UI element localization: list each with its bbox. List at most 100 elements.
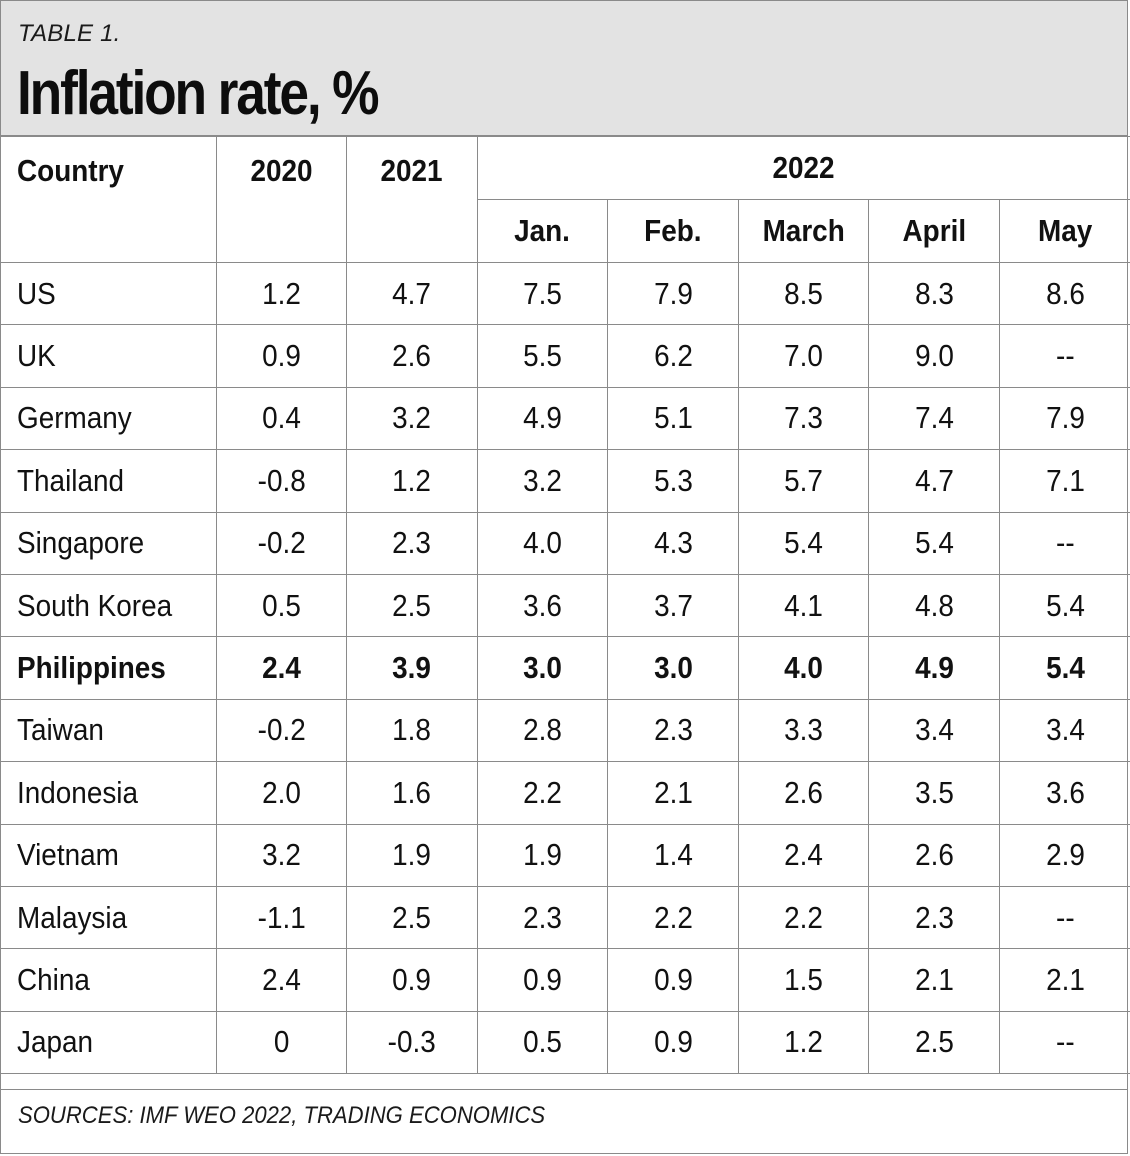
value-cell: 7.5: [476, 261, 609, 326]
value-cell: 0.5: [476, 1010, 609, 1075]
value-cell: 2.3: [868, 885, 1001, 950]
value-cell: 5.7: [737, 449, 870, 513]
value-cell: -1.1: [215, 885, 348, 950]
value-cell: 5.4: [868, 511, 1001, 575]
header-2022: 2022: [476, 136, 1130, 200]
value-cell: 1.9: [346, 823, 478, 887]
value-cell: 3.6: [476, 573, 609, 638]
country-cell: Malaysia: [1, 885, 217, 950]
value-cell: 4.9: [868, 636, 1001, 700]
value-cell: 5.4: [737, 511, 870, 575]
table-row: US 1.2 4.7 7.5 7.9 8.5 8.3 8.6: [1, 261, 1130, 326]
value-cell: 3.9: [346, 636, 478, 700]
value-cell: 2.6: [737, 761, 870, 825]
header-month-jan: Jan.: [477, 199, 609, 263]
value-cell: 3.3: [737, 698, 870, 763]
value-cell: -0.2: [215, 698, 348, 763]
value-cell: 8.3: [868, 261, 1001, 326]
country-cell: UK: [1, 324, 217, 388]
table-row: Taiwan -0.2 1.8 2.8 2.3 3.3 3.4 3.4: [1, 698, 1130, 763]
country-cell: Vietnam: [1, 823, 217, 887]
value-cell: 2.0: [215, 761, 348, 825]
value-cell: 5.4: [999, 573, 1130, 638]
value-cell: 4.7: [346, 261, 478, 326]
value-cell: 1.2: [346, 449, 478, 513]
country-cell: Thailand: [1, 449, 217, 513]
value-cell: 3.4: [868, 698, 1001, 763]
value-cell: 9.0: [868, 324, 1001, 388]
value-cell: 2.9: [999, 823, 1130, 887]
value-cell: 2.4: [737, 823, 870, 887]
value-cell: 0.9: [346, 948, 478, 1012]
value-cell: 0.9: [476, 948, 609, 1012]
value-cell: 3.2: [215, 823, 348, 887]
value-cell: 4.9: [476, 386, 609, 451]
value-cell: 0.9: [607, 1010, 739, 1075]
value-cell: 2.1: [607, 761, 739, 825]
value-cell: 2.4: [215, 948, 348, 1012]
value-cell: 2.1: [999, 948, 1130, 1012]
value-cell: 2.5: [346, 885, 478, 950]
value-cell: 2.5: [346, 573, 478, 638]
header-month-feb: Feb.: [607, 199, 739, 263]
value-cell: -0.2: [215, 511, 348, 575]
country-cell: Taiwan: [1, 698, 217, 763]
table-row: Singapore -0.2 2.3 4.0 4.3 5.4 5.4 --: [1, 511, 1130, 575]
value-cell: 5.3: [607, 449, 739, 513]
value-cell: 4.1: [737, 573, 870, 638]
value-cell: 7.3: [737, 386, 870, 451]
table-row: China 2.4 0.9 0.9 0.9 1.5 2.1 2.1: [1, 948, 1130, 1012]
value-cell: 2.5: [868, 1010, 1001, 1075]
value-cell: 1.4: [607, 823, 739, 887]
country-cell: South Korea: [1, 573, 217, 638]
table-row: Indonesia 2.0 1.6 2.2 2.1 2.6 3.5 3.6: [1, 761, 1130, 825]
country-cell: Philippines: [1, 636, 217, 700]
value-cell: --: [999, 324, 1130, 388]
value-cell: -0.3: [346, 1010, 478, 1075]
value-cell: 7.4: [868, 386, 1001, 451]
value-cell: 3.6: [999, 761, 1130, 825]
value-cell: 8.6: [999, 261, 1130, 326]
country-cell: Japan: [1, 1010, 217, 1075]
value-cell: 5.5: [476, 324, 609, 388]
table-body: US 1.2 4.7 7.5 7.9 8.5 8.3 8.6 UK 0.9 2.6 5.5 6.2 7.0…: [1, 261, 1130, 1075]
value-cell: 2.2: [737, 885, 870, 950]
value-cell: 0.4: [215, 386, 348, 451]
value-cell: 0.9: [215, 324, 348, 388]
value-cell: 1.8: [346, 698, 478, 763]
table-title: Inflation rate, %: [17, 59, 380, 128]
country-cell: China: [1, 948, 217, 1012]
value-cell: 7.9: [607, 261, 739, 326]
header-month-may: May: [999, 199, 1130, 263]
value-cell: 8.5: [737, 261, 870, 326]
value-cell: 0.5: [215, 573, 348, 638]
value-cell: 7.1: [999, 449, 1130, 513]
value-cell: --: [999, 511, 1130, 575]
value-cell: 7.0: [737, 324, 870, 388]
value-cell: 4.0: [737, 636, 870, 700]
value-cell: 2.6: [868, 823, 1001, 887]
value-cell: --: [999, 1010, 1130, 1075]
country-cell: Germany: [1, 386, 217, 451]
value-cell: 2.3: [346, 511, 478, 575]
value-cell: 1.6: [346, 761, 478, 825]
country-cell: US: [1, 261, 217, 326]
value-cell: 1.5: [737, 948, 870, 1012]
header-month-april: April: [868, 199, 1001, 263]
value-cell: 3.5: [868, 761, 1001, 825]
value-cell: 4.0: [476, 511, 609, 575]
value-cell: 1.2: [737, 1010, 870, 1075]
country-cell: Indonesia: [1, 761, 217, 825]
value-cell: 7.9: [999, 386, 1130, 451]
value-cell: 3.7: [607, 573, 739, 638]
value-cell: 4.3: [607, 511, 739, 575]
table-row: Thailand -0.8 1.2 3.2 5.3 5.7 4.7 7.1: [1, 449, 1130, 513]
table-row: Japan 0 -0.3 0.5 0.9 1.2 2.5 --: [1, 1010, 1130, 1075]
table-label: TABLE 1.: [18, 20, 121, 47]
value-cell: -0.8: [215, 449, 348, 513]
table-row: Germany 0.4 3.2 4.9 5.1 7.3 7.4 7.9: [1, 386, 1130, 451]
table-row: Philippines 2.4 3.9 3.0 3.0 4.0 4.9 5.4: [1, 636, 1130, 700]
value-cell: 2.3: [607, 698, 739, 763]
table-row: Vietnam 3.2 1.9 1.9 1.4 2.4 2.6 2.9: [1, 823, 1130, 887]
value-cell: 3.2: [346, 386, 478, 451]
